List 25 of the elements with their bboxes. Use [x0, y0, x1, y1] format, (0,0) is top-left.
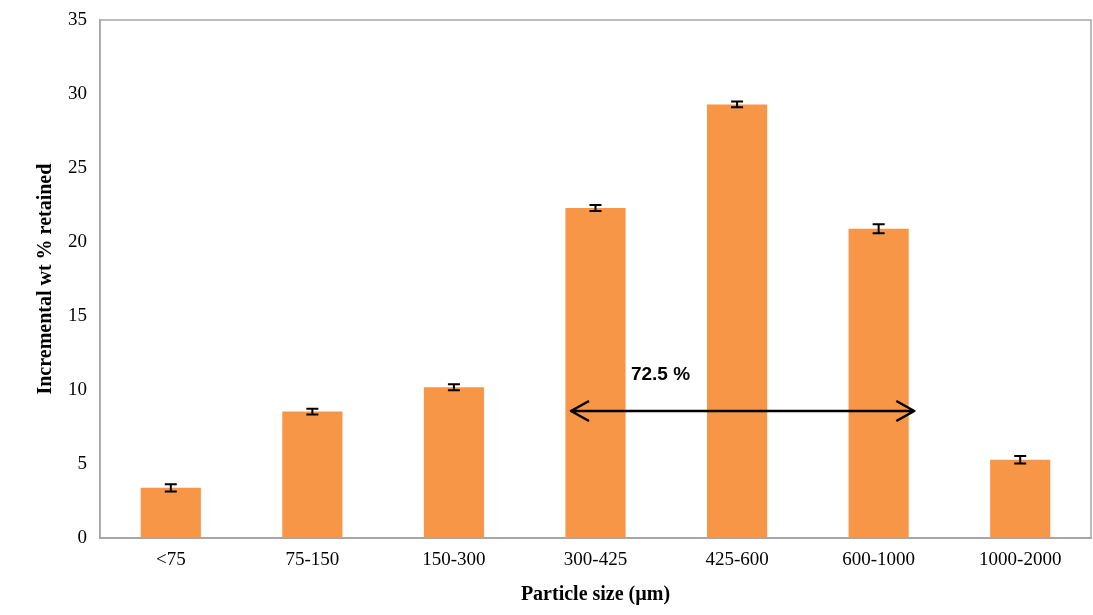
y-tick-label: 0	[77, 526, 87, 548]
x-tick-label: 1000-2000	[979, 547, 1062, 569]
x-tick-label: 425-600	[705, 547, 769, 569]
bar	[848, 228, 909, 539]
bar	[282, 411, 343, 539]
bar	[140, 487, 201, 539]
y-tick-label: 25	[68, 156, 87, 178]
y-tick-label: 10	[68, 378, 87, 400]
x-tick-label: 75-150	[285, 547, 340, 569]
y-tick-label: 30	[68, 82, 87, 104]
y-axis-title: Incremental wt % retained	[33, 163, 56, 395]
bar	[565, 208, 626, 539]
y-tick-label: 5	[77, 452, 87, 474]
x-axis-title: Particle size (µm)	[520, 582, 671, 606]
bar	[990, 459, 1051, 539]
y-tick-label: 15	[68, 304, 87, 326]
annotation: 72.5 %	[630, 362, 691, 385]
x-tick-label: 150-300	[422, 547, 486, 569]
x-tick-label: <75	[155, 547, 186, 569]
x-tick-label: 300-425	[563, 547, 628, 569]
y-tick-label: 20	[68, 230, 87, 252]
bar	[706, 104, 768, 539]
y-tick-label: 35	[68, 7, 87, 29]
bar	[423, 387, 485, 539]
x-tick-label: 600-1000	[842, 547, 916, 569]
